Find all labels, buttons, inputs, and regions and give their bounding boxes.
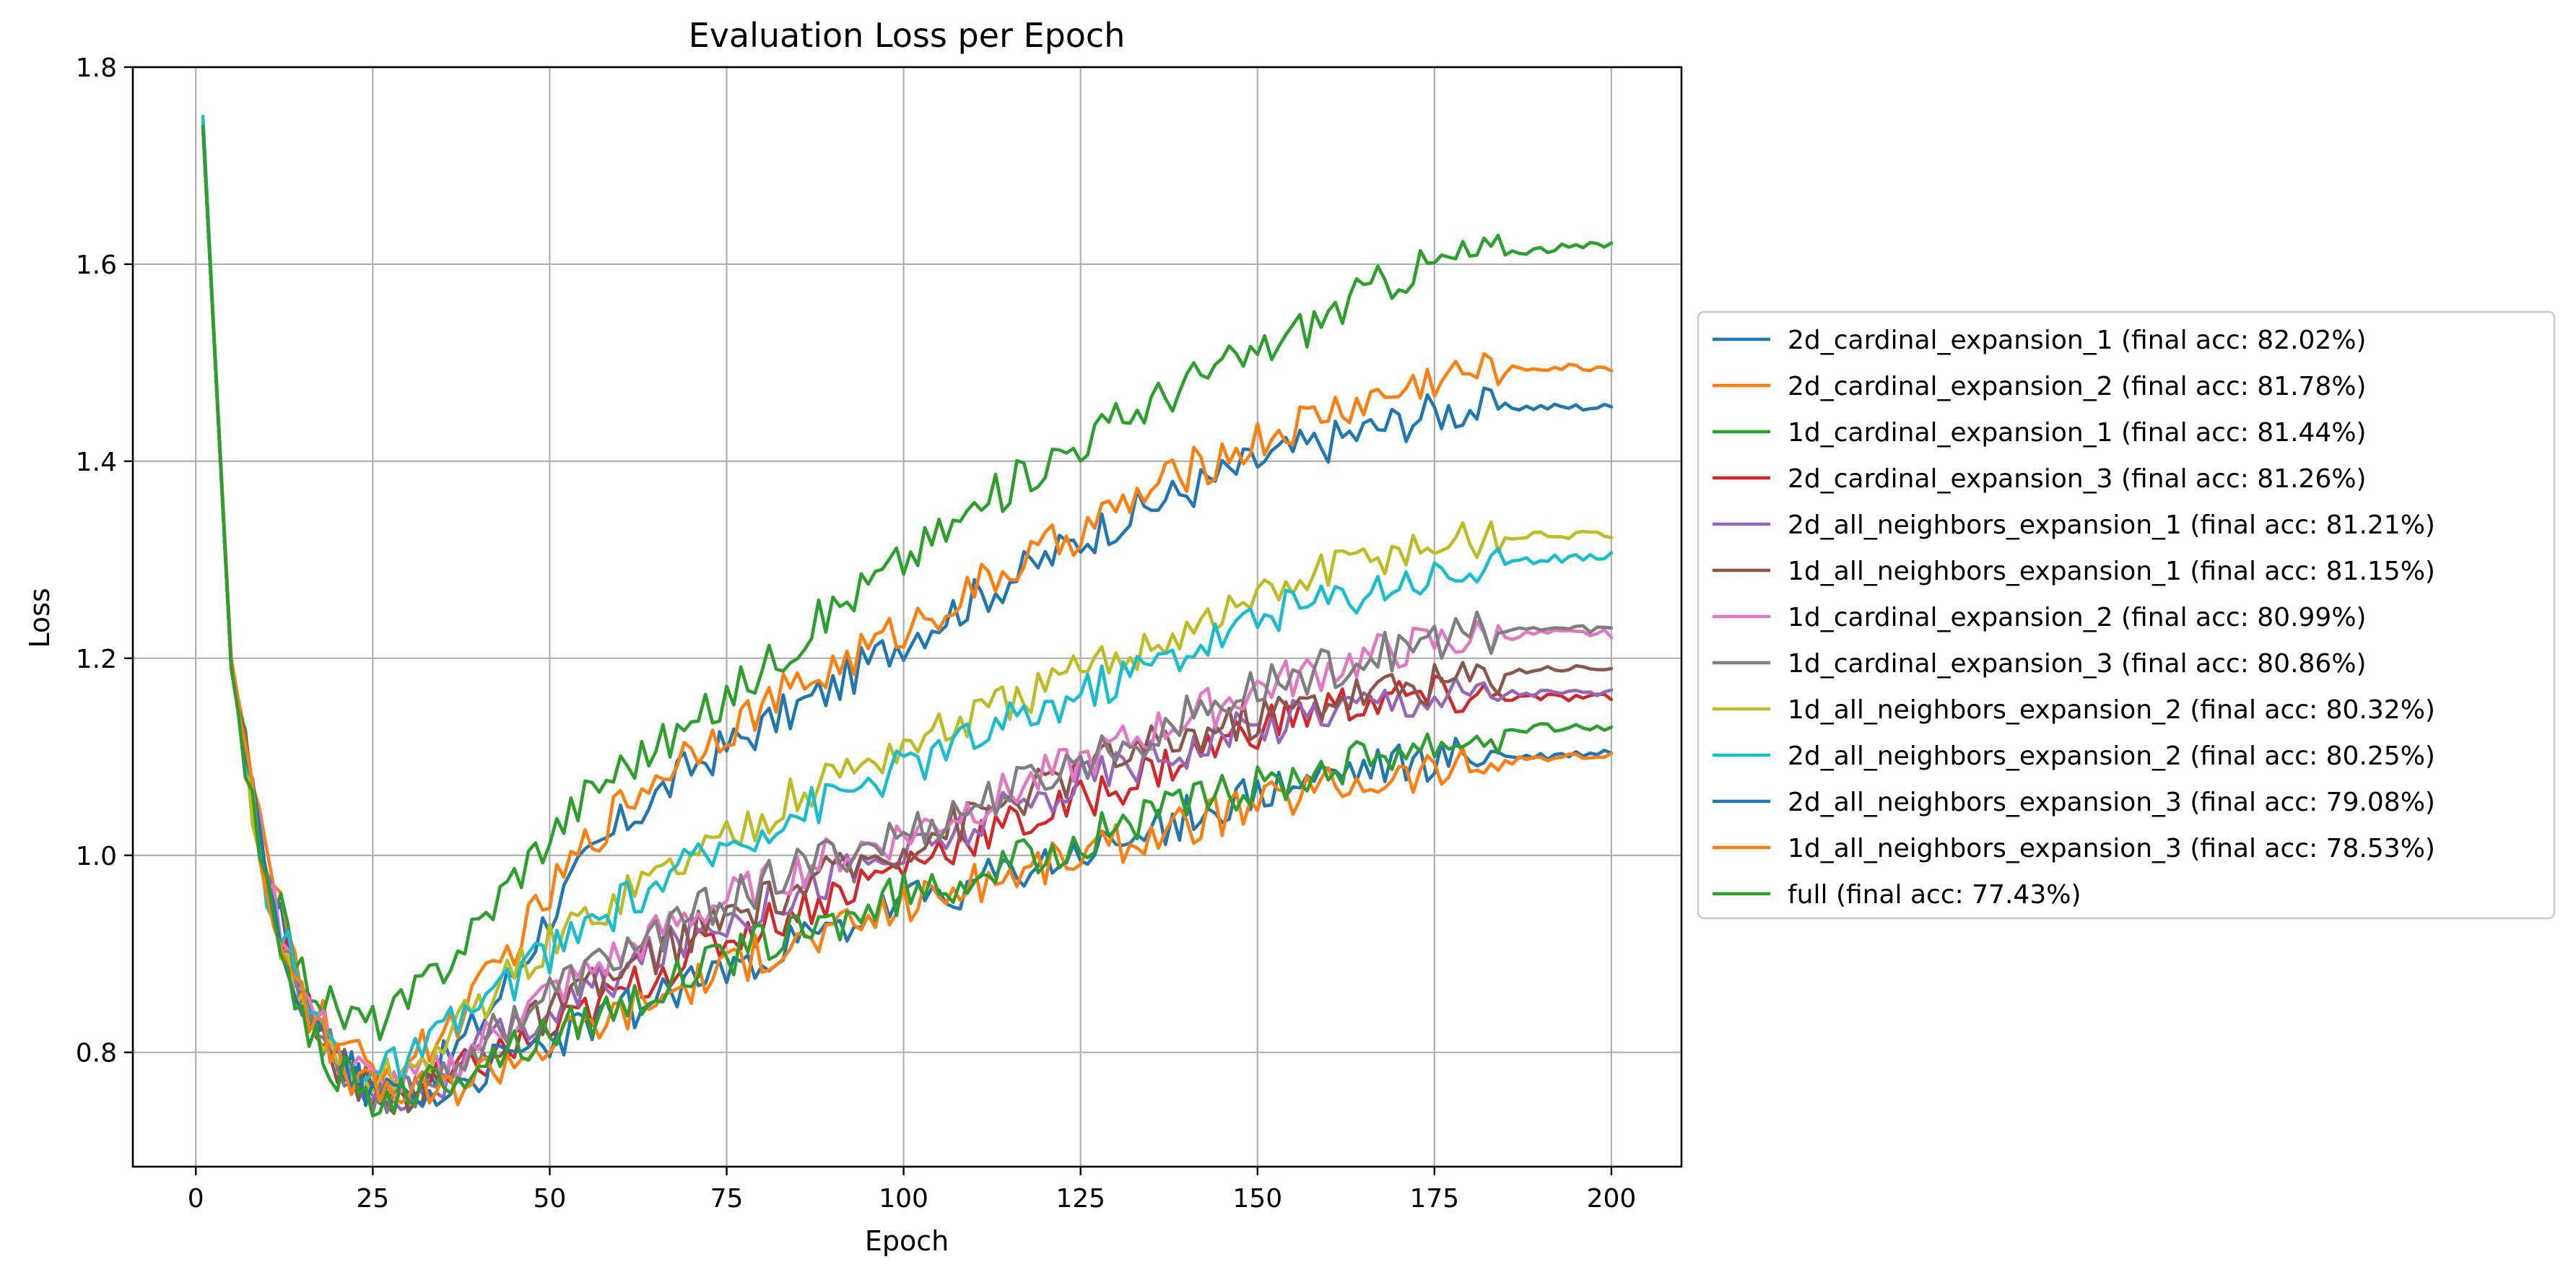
x-tick-label: 200 [1587,1184,1637,1214]
legend-label: 2d_all_neighbors_expansion_3 (final acc:… [1788,788,2435,817]
y-tick-label: 1.2 [76,645,117,674]
x-tick-label: 0 [188,1184,204,1214]
legend-label: 2d_cardinal_expansion_1 (final acc: 82.0… [1788,326,2367,355]
legend-label: 1d_all_neighbors_expansion_2 (final acc:… [1788,695,2435,725]
x-tick-label: 100 [879,1184,928,1214]
legend: 2d_cardinal_expansion_1 (final acc: 82.0… [1698,312,2554,918]
x-tick-label: 50 [534,1184,567,1214]
legend-label: full (final acc: 77.43%) [1788,880,2081,910]
legend-label: 2d_cardinal_expansion_3 (final acc: 81.2… [1788,464,2367,494]
y-tick-label: 1.0 [76,842,117,871]
y-tick-label: 1.8 [76,53,117,83]
legend-label: 1d_cardinal_expansion_2 (final acc: 80.9… [1788,603,2367,632]
x-tick-label: 25 [356,1184,389,1214]
legend-label: 1d_cardinal_expansion_3 (final acc: 80.8… [1788,649,2367,679]
x-tick-label: 175 [1409,1184,1459,1214]
legend-label: 1d_cardinal_expansion_1 (final acc: 81.4… [1788,418,2367,448]
x-tick-label: 75 [710,1184,744,1214]
y-tick-label: 0.8 [76,1039,117,1068]
legend-label: 2d_all_neighbors_expansion_2 (final acc:… [1788,741,2435,771]
y-tick-label: 1.6 [76,251,117,280]
x-tick-label: 150 [1232,1184,1282,1214]
y-tick-label: 1.4 [76,448,117,477]
x-tick-label: 125 [1056,1184,1105,1214]
legend-label: 2d_all_neighbors_expansion_1 (final acc:… [1788,510,2435,540]
chart-title: Evaluation Loss per Epoch [689,16,1126,55]
y-axis-label: Loss [24,588,56,648]
legend-label: 1d_all_neighbors_expansion_1 (final acc:… [1788,557,2435,586]
legend-label: 2d_cardinal_expansion_2 (final acc: 81.7… [1788,372,2367,401]
legend-label: 1d_all_neighbors_expansion_3 (final acc:… [1788,834,2435,863]
x-axis-label: Epoch [865,1225,949,1257]
